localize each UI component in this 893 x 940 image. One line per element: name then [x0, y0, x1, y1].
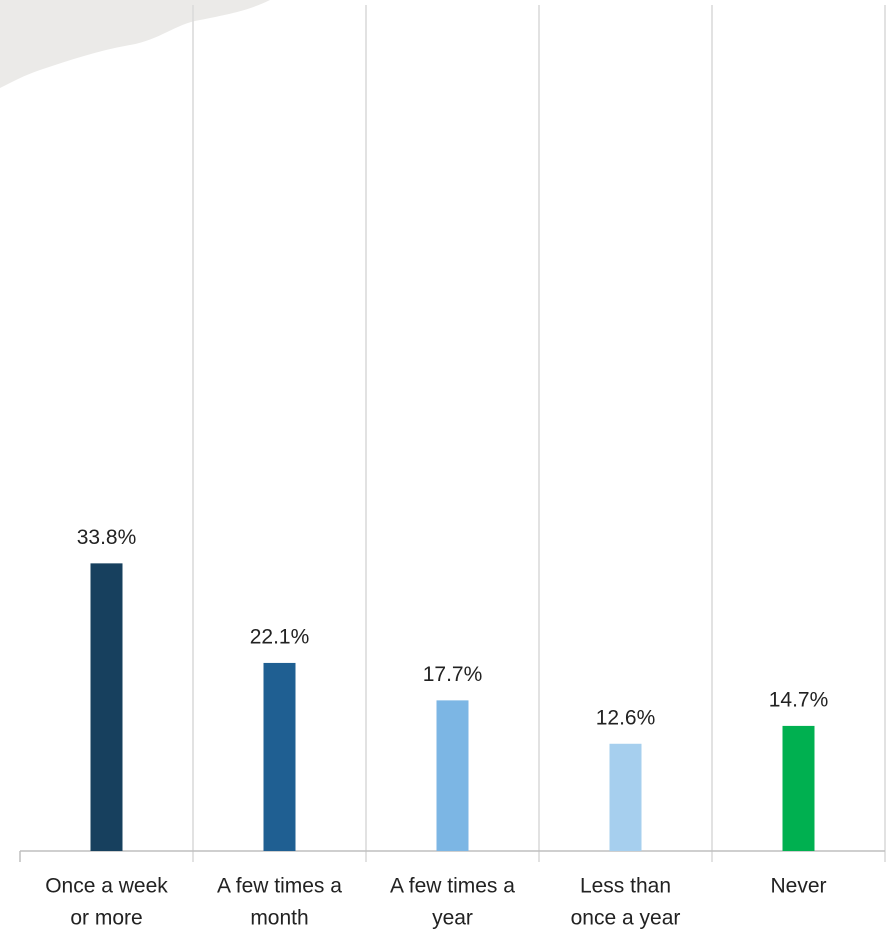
bar	[90, 563, 123, 851]
data-label: 33.8%	[77, 526, 137, 549]
x-tick-label: Never	[770, 875, 826, 898]
x-tick-label: Once a week	[45, 875, 168, 898]
bar	[436, 700, 469, 851]
bar	[609, 743, 642, 851]
data-label: 12.6%	[596, 706, 656, 729]
x-tick-label: year	[432, 907, 473, 930]
bar	[263, 662, 296, 851]
decoration	[0, 0, 270, 88]
x-tick-label: month	[250, 907, 308, 930]
bar	[782, 725, 815, 851]
x-tick-label: A few times a	[390, 875, 515, 898]
x-tick-label: A few times a	[217, 875, 342, 898]
x-tick-label: Less than	[580, 875, 671, 898]
data-label: 17.7%	[423, 663, 483, 686]
data-label: 14.7%	[769, 688, 829, 711]
data-label: 22.1%	[250, 625, 310, 648]
x-tick-label: once a year	[571, 907, 681, 930]
x-tick-label: or more	[70, 907, 142, 930]
